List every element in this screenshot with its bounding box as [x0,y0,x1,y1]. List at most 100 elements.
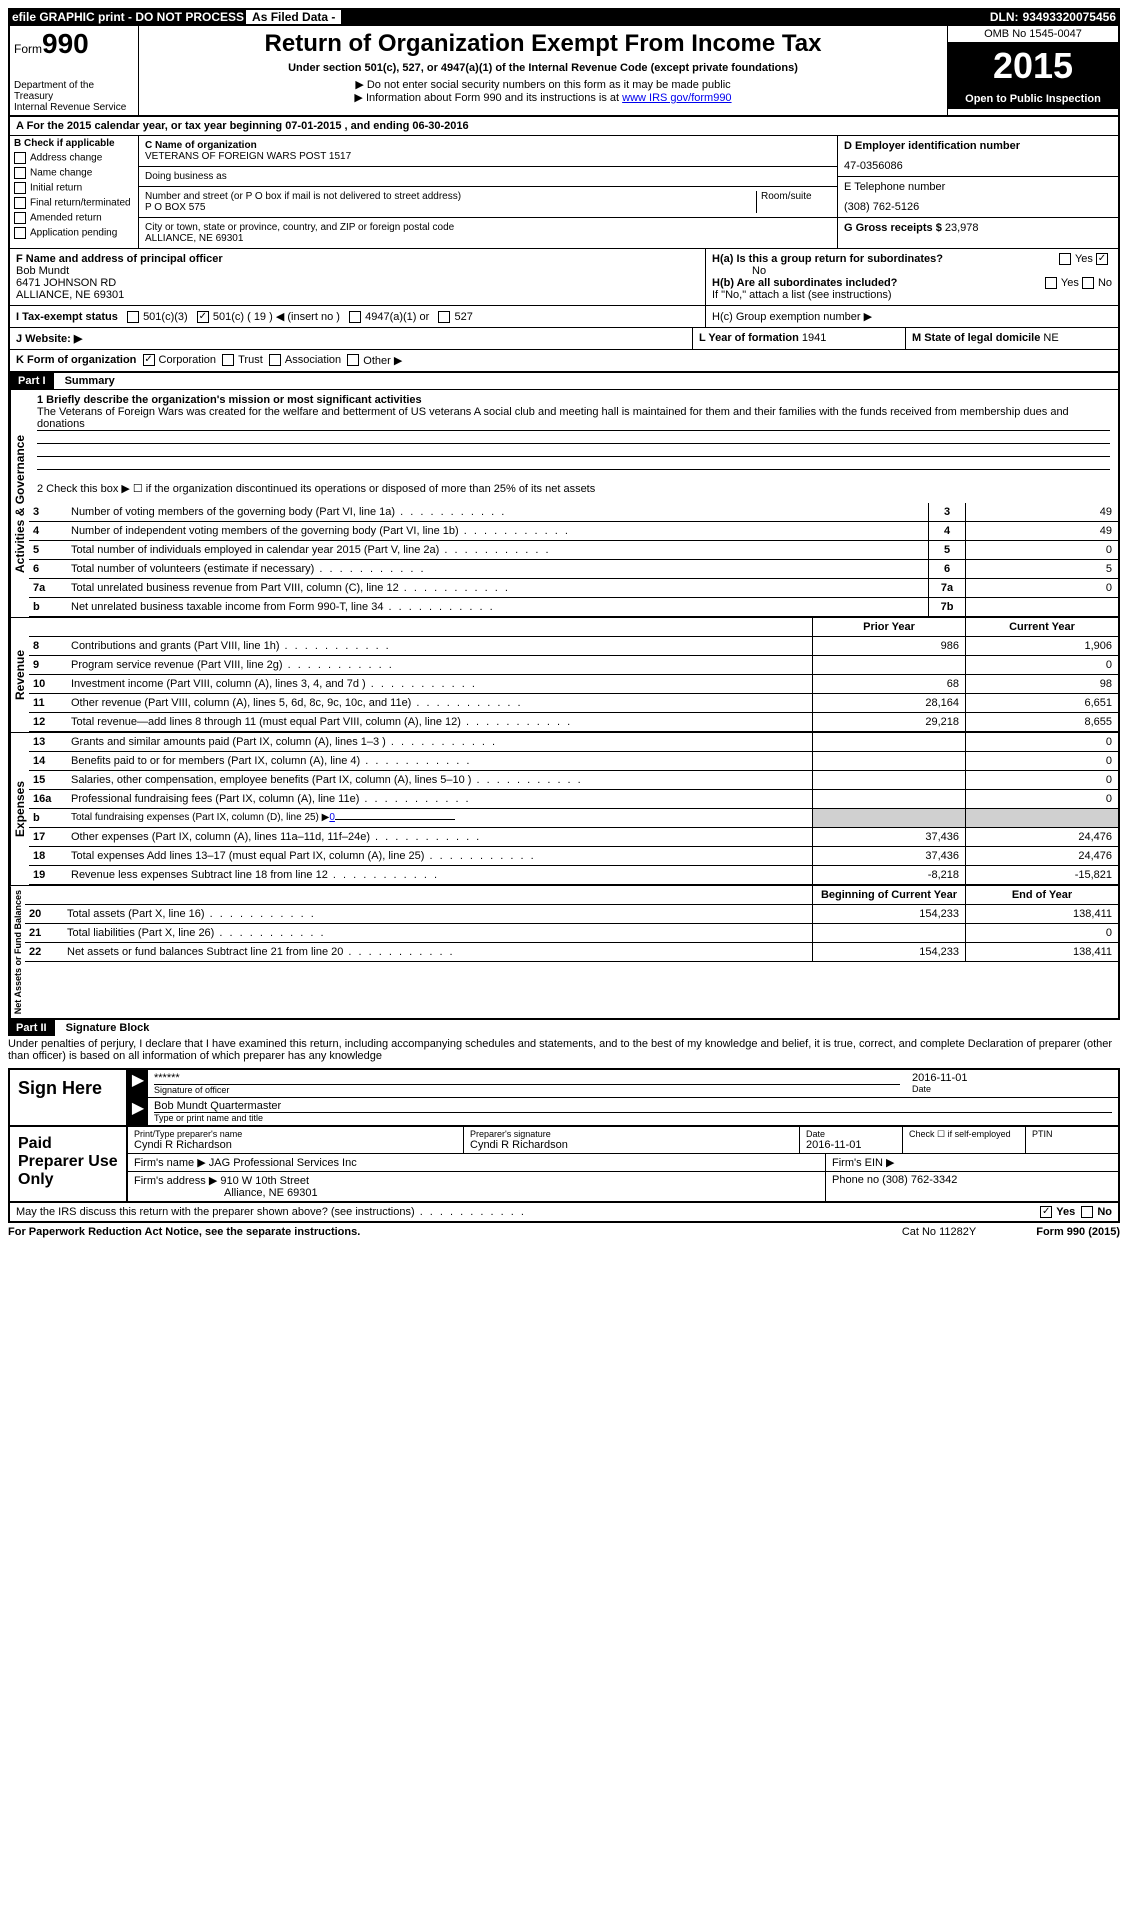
c-name-label: C Name of organization [145,140,831,151]
ha-yes[interactable] [1059,253,1071,265]
f-addr2: ALLIANCE, NE 69301 [16,289,699,301]
k-opt-3: Other ▶ [363,354,402,367]
line-text: Revenue less expenses Subtract line 18 f… [67,866,812,884]
line-num: 20 [25,905,63,923]
tel-label: E Telephone number [844,181,1112,193]
k-opt-1: Trust [238,354,263,367]
line-val-current: -15,821 [965,866,1118,884]
current-year-header: Current Year [965,618,1118,636]
line-box: 3 [928,503,965,521]
line-text: Total number of individuals employed in … [67,541,928,559]
ha-no[interactable]: ✓ [1096,253,1108,265]
summary-line: 12 Total revenue—add lines 8 through 11 … [29,713,1118,732]
irs-link[interactable]: www IRS gov/form990 [622,92,731,104]
line-text: Net assets or fund balances Subtract lin… [63,943,812,961]
efile-label: efile GRAPHIC print - DO NOT PROCESS [12,10,244,24]
q1-label: 1 Briefly describe the organization's mi… [37,394,1110,406]
line-text: Salaries, other compensation, employee b… [67,771,812,789]
prep-name-label: Print/Type preparer's name [134,1129,457,1139]
top-bar: efile GRAPHIC print - DO NOT PROCESS As … [8,8,1120,26]
line-val-current [965,809,1118,827]
form-header: Form990 Department of the Treasury Inter… [8,26,1120,117]
section-expenses: Expenses [10,733,29,885]
hb-no[interactable] [1082,277,1094,289]
summary-line: 5 Total number of individuals employed i… [29,541,1118,560]
line-text: Grants and similar amounts paid (Part IX… [67,733,812,751]
prep-check: Check ☐ if self-employed [903,1127,1026,1153]
line-box: 7a [928,579,965,597]
part1-header: Part I [10,373,54,389]
summary-line: 22 Net assets or fund balances Subtract … [25,943,1118,962]
line-val-prior [812,924,965,942]
note-info-pre: ▶ Information about Form 990 and its ins… [354,92,622,104]
f-label: F Name and address of principal officer [16,253,699,265]
summary-line: 4 Number of independent voting members o… [29,522,1118,541]
line-val-current: 24,476 [965,828,1118,846]
i-chk-2[interactable] [349,311,361,323]
line-val-prior: 68 [812,675,965,693]
summary-line: 15 Salaries, other compensation, employe… [29,771,1118,790]
chk-amended[interactable] [14,212,26,224]
line-text: Benefits paid to or for members (Part IX… [67,752,812,770]
line-box: 4 [928,522,965,540]
discuss-no-chk[interactable] [1081,1206,1093,1218]
chk-pending[interactable] [14,227,26,239]
firm-phone: Phone no (308) 762-3342 [826,1172,1118,1201]
prior-year-header: Prior Year [812,618,965,636]
chk-initial[interactable] [14,182,26,194]
k-chk-1[interactable] [222,354,234,366]
summary-line: 19 Revenue less expenses Subtract line 1… [29,866,1118,885]
arrow-icon-2: ▶ [128,1098,148,1125]
summary-line: 11 Other revenue (Part VIII, column (A),… [29,694,1118,713]
i-opt-2: 4947(a)(1) or [365,311,429,323]
hb-yes[interactable] [1045,277,1057,289]
i-chk-3[interactable] [438,311,450,323]
line-val-current: 1,906 [965,637,1118,655]
k-chk-0[interactable]: ✓ [143,354,155,366]
line-val: 0 [965,541,1118,559]
line-val-prior: -8,218 [812,866,965,884]
paid-preparer-label: Paid Preparer Use Only [10,1127,128,1201]
chk-address[interactable] [14,152,26,164]
line-num: 7a [29,579,67,597]
b-item-2: Initial return [30,183,82,194]
f-name: Bob Mundt [16,265,699,277]
i-chk-0[interactable] [127,311,139,323]
city-label: City or town, state or province, country… [145,222,831,233]
gross: 23,978 [945,222,979,234]
part1-title: Summary [57,375,115,387]
sig-date: 2016-11-01 [912,1072,1112,1084]
line-text: Professional fundraising fees (Part IX, … [67,790,812,808]
i-opt-1: 501(c) ( 19 ) ◀ (insert no ) [213,311,340,323]
line-val-prior [812,790,965,808]
k-label: K Form of organization [16,354,136,367]
form-title: Return of Organization Exempt From Incom… [147,30,939,58]
chk-final[interactable] [14,197,26,209]
chk-name[interactable] [14,167,26,179]
i-opt-3: 527 [454,311,472,323]
line-num: 5 [29,541,67,559]
b-label: B Check if applicable [14,138,134,149]
org-name: VETERANS OF FOREIGN WARS POST 1517 [145,151,831,162]
col-d: D Employer identification number 47-0356… [837,136,1118,248]
line-val-current: 24,476 [965,847,1118,865]
line-num: 15 [29,771,67,789]
line-num: 13 [29,733,67,751]
k-chk-3[interactable] [347,354,359,366]
i-chk-1[interactable]: ✓ [197,311,209,323]
prep-date-label: Date [806,1129,896,1139]
asfiled-box: As Filed Data - [246,10,341,24]
arrow-icon: ▶ [128,1070,148,1097]
dln-value: 93493320075456 [1023,10,1116,24]
line-num: 12 [29,713,67,731]
sign-here-label: Sign Here [10,1070,128,1125]
inline-link[interactable]: 0 [329,812,335,823]
line-text: Program service revenue (Part VIII, line… [67,656,812,674]
sig-name-label: Type or print name and title [154,1113,1112,1123]
section-netassets: Net Assets or Fund Balances [10,886,25,1018]
discuss-yes-chk[interactable]: ✓ [1040,1206,1052,1218]
line-val: 49 [965,522,1118,540]
line-text: Investment income (Part VIII, column (A)… [67,675,812,693]
k-chk-2[interactable] [269,354,281,366]
q1-text: The Veterans of Foreign Wars was created… [37,406,1110,431]
